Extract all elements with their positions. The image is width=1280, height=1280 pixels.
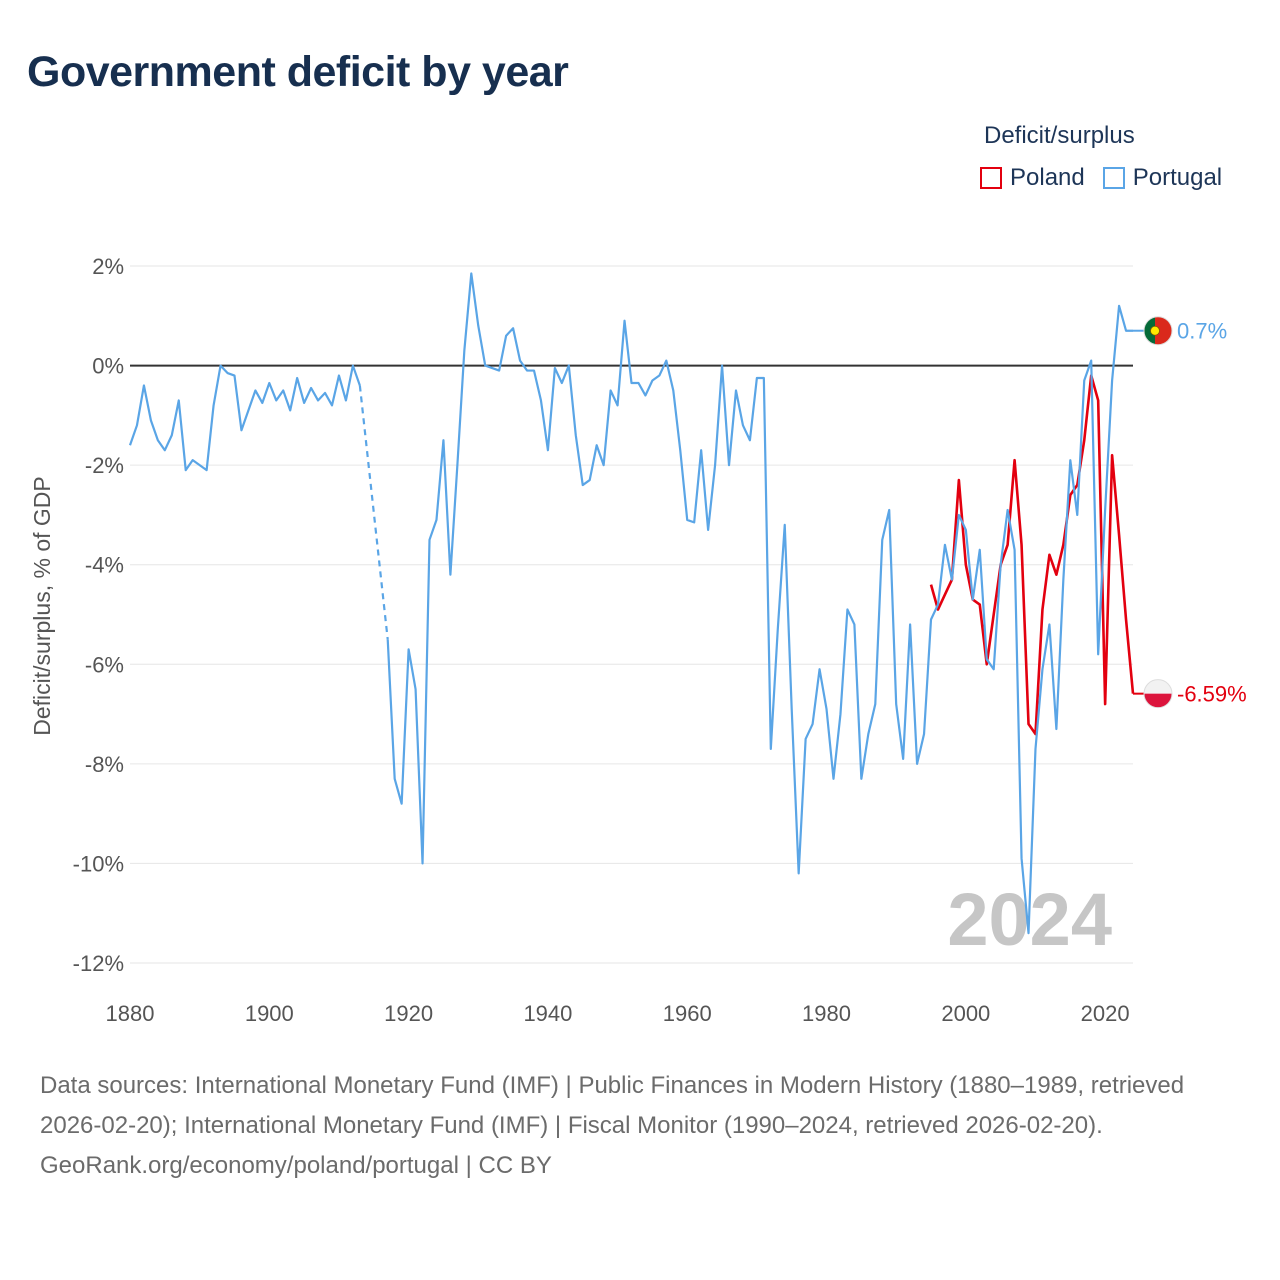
chart-title: Government deficit by year <box>27 48 569 96</box>
x-tick-label: 1880 <box>106 1001 155 1026</box>
x-tick-label: 1940 <box>523 1001 572 1026</box>
y-tick-label: 0% <box>92 354 124 379</box>
chart-plot: 2% 0% -2% -4% -6% -8% -10% -12% 1880 1900 1920 1940… <box>29 254 1247 1026</box>
x-tick-label: 1960 <box>663 1001 712 1026</box>
legend-label-portugal: Portugal <box>1132 164 1223 191</box>
legend-title: Deficit/surplus <box>984 122 1135 149</box>
y-axis-title: Deficit/surplus, % of GDP <box>29 476 55 735</box>
marker-layer: -6.59% 0.7% <box>1133 316 1247 709</box>
y-tick-label: -12% <box>73 951 124 976</box>
legend-item-poland[interactable]: Poland <box>980 164 1085 192</box>
series-gap-portugal <box>358 385 389 640</box>
series-line-portugal[interactable] <box>128 364 361 472</box>
y-tick-label: -6% <box>85 652 124 677</box>
y-tick-label: -8% <box>85 752 124 777</box>
legend-swatch-portugal <box>1102 167 1125 189</box>
footer: Data sources: International Monetary Fun… <box>40 1066 1240 1186</box>
legend-label-poland: Poland <box>1010 164 1085 191</box>
legend-swatch-poland <box>980 167 1002 189</box>
series-line-poland[interactable] <box>929 374 1135 736</box>
x-tick-label: 1920 <box>384 1001 433 1026</box>
legend-item-portugal[interactable]: Portugal <box>1102 164 1223 192</box>
x-tick-label: 2020 <box>1081 1001 1130 1026</box>
end-value-label-portugal: 0.7% <box>1177 319 1227 344</box>
legend: Deficit/surplus Poland Portugal <box>980 122 1240 192</box>
data-sources: Data sources: International Monetary Fun… <box>40 1072 1185 1139</box>
end-value-label-poland: -6.59% <box>1177 682 1247 707</box>
series-line-portugal[interactable] <box>386 272 1133 935</box>
portugal-flag-icon <box>1143 316 1173 346</box>
x-tick-label: 2000 <box>941 1001 990 1026</box>
series-layer <box>128 272 1135 935</box>
x-tick-label: 1900 <box>245 1001 294 1026</box>
y-tick-label: -4% <box>85 553 124 578</box>
x-tick-label: 1980 <box>802 1001 851 1026</box>
y-tick-label: 2% <box>92 254 124 279</box>
credit-link[interactable]: GeoRank.org/economy/poland/portugal | CC… <box>40 1152 552 1179</box>
y-tick-label: -2% <box>85 453 124 478</box>
poland-flag-icon <box>1143 679 1173 709</box>
y-tick-label: -10% <box>73 851 124 876</box>
grid-layer: 2% 0% -2% -4% -6% -8% -10% -12% 1880 1900 1920 1940… <box>73 254 1133 1026</box>
